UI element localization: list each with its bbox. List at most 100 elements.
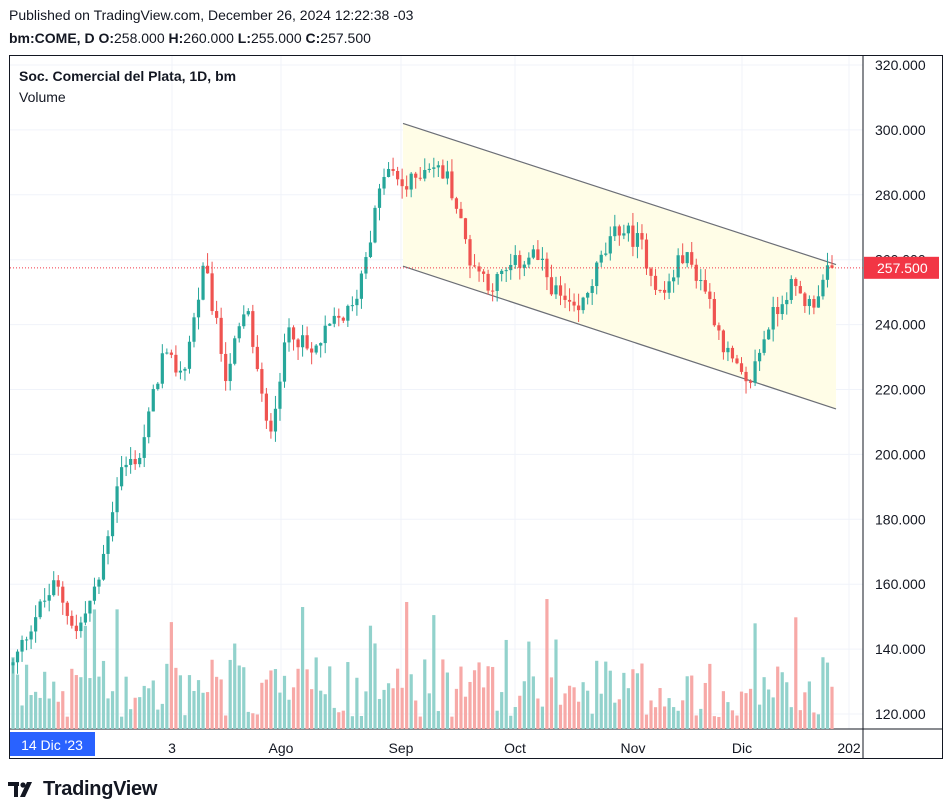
candle-body	[264, 393, 268, 421]
candle	[183, 367, 187, 381]
volume-bar	[418, 716, 422, 729]
volume-bar	[106, 698, 110, 729]
candle-body	[735, 358, 739, 364]
volume-bar	[97, 676, 101, 729]
candle	[427, 163, 431, 173]
candle-body	[717, 325, 721, 331]
volume-bar	[133, 697, 137, 729]
candle	[518, 250, 522, 280]
low-label: L:	[237, 30, 252, 46]
candle	[61, 581, 65, 615]
candle	[92, 577, 97, 605]
volume-bar	[477, 662, 481, 729]
candle-body	[694, 264, 698, 281]
volume-bar	[739, 691, 744, 729]
volume-bar	[536, 698, 540, 729]
candle	[119, 455, 124, 491]
candle	[658, 289, 662, 293]
candle-body	[273, 408, 278, 432]
candle	[215, 300, 219, 324]
candle	[803, 291, 807, 313]
candle-body	[61, 586, 65, 603]
candle	[721, 329, 726, 360]
candle	[20, 635, 24, 662]
candle	[563, 283, 567, 309]
candle	[396, 166, 400, 186]
candle	[577, 293, 581, 323]
candle-body	[463, 218, 468, 240]
candle	[739, 357, 744, 375]
chart-frame[interactable]	[9, 55, 943, 759]
candle-body	[807, 299, 811, 307]
candle-body	[156, 383, 160, 390]
candle-body	[341, 317, 345, 321]
volume-bar	[364, 691, 368, 729]
candle-body	[595, 262, 599, 287]
candle-body	[500, 270, 504, 275]
candle	[558, 276, 563, 306]
candle	[504, 267, 508, 283]
volume-bar	[278, 692, 282, 729]
candle	[789, 275, 793, 304]
candle	[291, 325, 296, 351]
candle-body	[269, 420, 273, 432]
candle	[830, 255, 834, 269]
volume-bar	[165, 663, 169, 729]
candle-body	[215, 311, 219, 318]
candle	[29, 625, 33, 649]
volume-bar	[346, 662, 350, 729]
candle	[685, 251, 689, 268]
candle	[599, 250, 603, 268]
candle-body	[405, 186, 409, 190]
volume-bar	[563, 693, 567, 729]
candle-body	[160, 353, 164, 384]
close-label: C:	[305, 30, 321, 46]
volume-bar	[319, 690, 323, 729]
crosshair-date-label: 14 Dic '23	[21, 737, 83, 753]
candle-body	[758, 352, 762, 362]
candle-body	[56, 580, 60, 587]
volume-bar	[513, 707, 517, 729]
candle-body	[314, 345, 318, 353]
candle-body	[785, 299, 789, 305]
candle	[305, 326, 309, 351]
candle-body	[572, 301, 576, 306]
candle	[237, 322, 241, 343]
candle-body	[323, 325, 327, 344]
candle-body	[531, 249, 535, 258]
candle	[300, 324, 305, 357]
volume-bar	[129, 709, 133, 729]
candle	[667, 273, 671, 300]
candle	[24, 636, 29, 651]
candle-body	[74, 625, 78, 632]
candle	[133, 450, 137, 470]
volume-bar	[463, 696, 468, 729]
candle	[617, 224, 621, 246]
candle	[52, 571, 56, 597]
candle	[400, 168, 404, 199]
candle	[332, 307, 336, 328]
candle	[549, 264, 554, 296]
volume-bar	[83, 625, 87, 729]
candle	[43, 588, 47, 608]
footer-brand[interactable]: TradingView	[8, 776, 157, 802]
volume-bar	[224, 715, 228, 729]
candle-body	[332, 315, 336, 324]
volume-bar	[47, 698, 51, 729]
volume-bar	[712, 716, 716, 729]
candle-body	[472, 265, 477, 267]
volume-bar	[640, 663, 644, 729]
candle	[377, 183, 382, 221]
volume-bar	[273, 669, 278, 729]
candle-body	[65, 602, 69, 616]
candle	[717, 322, 721, 340]
volume-bar	[622, 672, 626, 729]
candle-body	[495, 274, 499, 291]
candle-body	[662, 289, 667, 293]
candle-body	[319, 343, 323, 346]
volume-bar	[744, 693, 748, 729]
candle-body	[20, 639, 24, 652]
volume-bar	[577, 701, 581, 729]
candle-body	[794, 278, 798, 287]
